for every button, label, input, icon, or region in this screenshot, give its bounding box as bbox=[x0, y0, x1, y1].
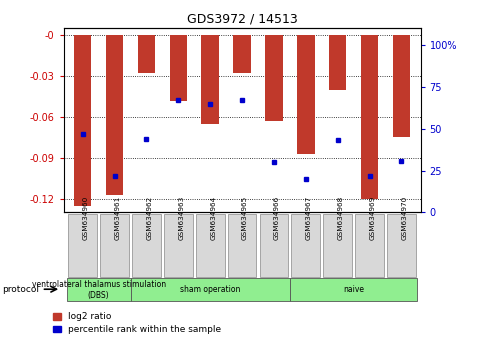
Text: GSM634962: GSM634962 bbox=[146, 195, 152, 240]
Bar bbox=[74, 35, 91, 206]
Bar bbox=[138, 35, 155, 73]
FancyBboxPatch shape bbox=[163, 214, 192, 276]
FancyBboxPatch shape bbox=[259, 214, 288, 276]
FancyBboxPatch shape bbox=[67, 279, 130, 301]
FancyBboxPatch shape bbox=[354, 214, 383, 276]
FancyBboxPatch shape bbox=[227, 214, 256, 276]
Text: GSM634970: GSM634970 bbox=[401, 195, 407, 240]
Text: protocol: protocol bbox=[2, 285, 40, 294]
Text: ventrolateral thalamus stimulation
(DBS): ventrolateral thalamus stimulation (DBS) bbox=[32, 280, 165, 299]
Bar bbox=[233, 35, 250, 73]
Bar bbox=[201, 35, 219, 124]
Text: naive: naive bbox=[343, 285, 364, 295]
Text: GSM634965: GSM634965 bbox=[242, 195, 247, 240]
Bar bbox=[328, 35, 346, 90]
FancyBboxPatch shape bbox=[289, 279, 416, 301]
FancyBboxPatch shape bbox=[323, 214, 351, 276]
FancyBboxPatch shape bbox=[130, 279, 289, 301]
FancyBboxPatch shape bbox=[195, 214, 224, 276]
Bar bbox=[296, 35, 314, 154]
FancyBboxPatch shape bbox=[100, 214, 129, 276]
Text: GSM634968: GSM634968 bbox=[337, 195, 343, 240]
Text: GSM634961: GSM634961 bbox=[114, 195, 121, 240]
Text: GSM634964: GSM634964 bbox=[210, 195, 216, 240]
Text: GSM634969: GSM634969 bbox=[369, 195, 375, 240]
Bar bbox=[264, 35, 282, 121]
Text: GSM634966: GSM634966 bbox=[273, 195, 279, 240]
Legend: log2 ratio, percentile rank within the sample: log2 ratio, percentile rank within the s… bbox=[53, 313, 221, 334]
Text: GSM634960: GSM634960 bbox=[82, 195, 88, 240]
FancyBboxPatch shape bbox=[386, 214, 415, 276]
Title: GDS3972 / 14513: GDS3972 / 14513 bbox=[186, 13, 297, 26]
Text: sham operation: sham operation bbox=[180, 285, 240, 295]
FancyBboxPatch shape bbox=[68, 214, 97, 276]
Bar bbox=[392, 35, 409, 137]
Bar bbox=[105, 35, 123, 195]
Bar bbox=[169, 35, 187, 101]
FancyBboxPatch shape bbox=[132, 214, 161, 276]
Bar bbox=[360, 35, 378, 199]
FancyBboxPatch shape bbox=[291, 214, 320, 276]
Text: GSM634967: GSM634967 bbox=[305, 195, 311, 240]
Text: GSM634963: GSM634963 bbox=[178, 195, 184, 240]
